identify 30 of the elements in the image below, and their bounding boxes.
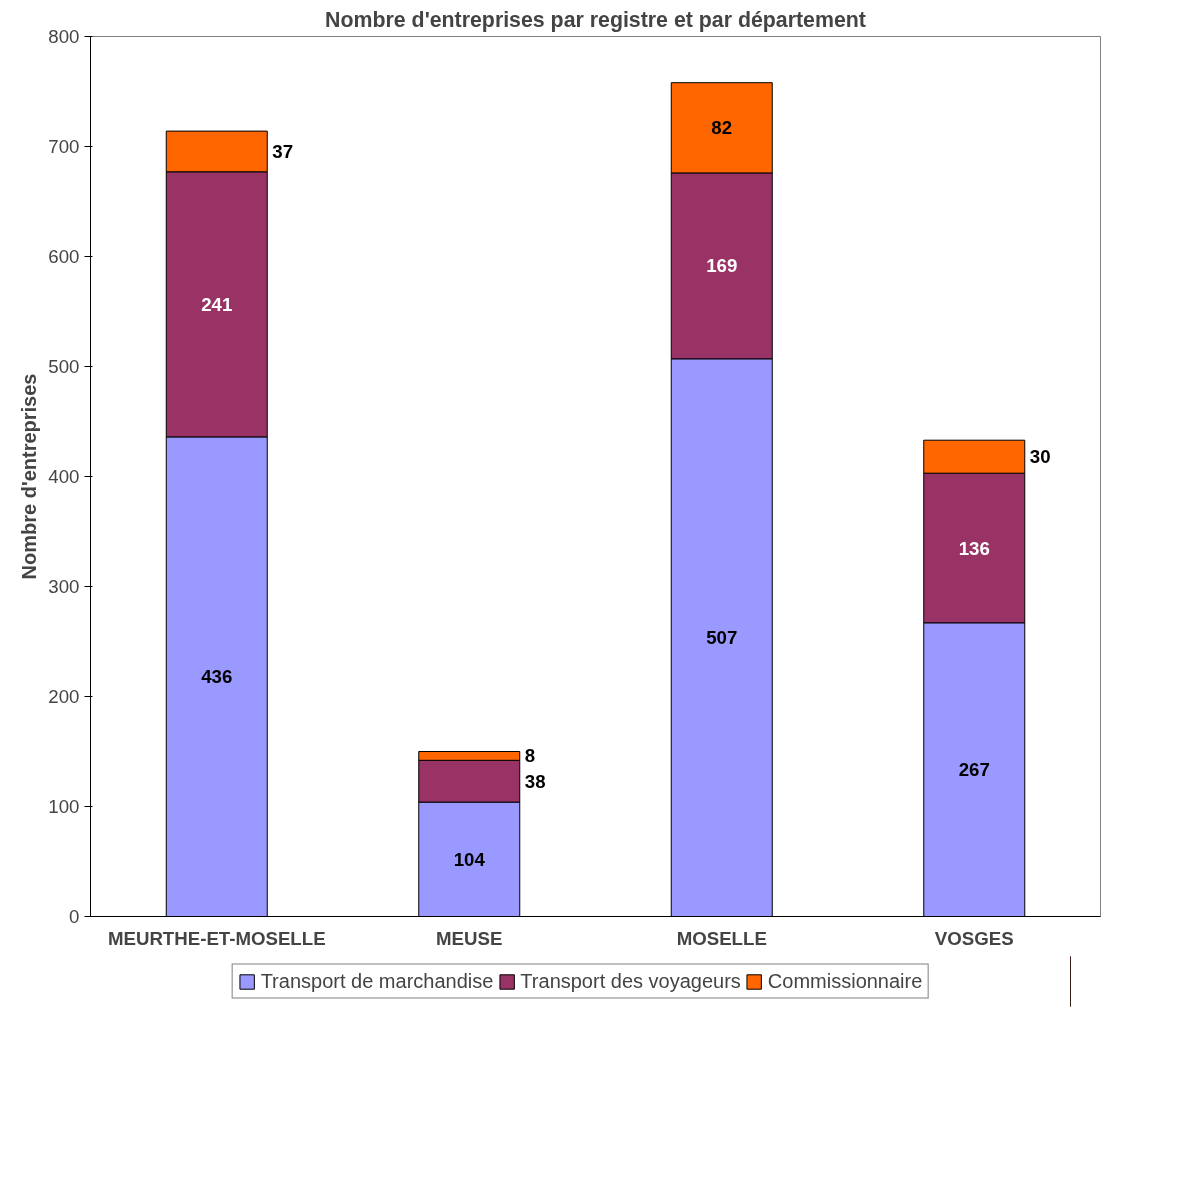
y-axis-title: Nombre d'entreprises [18, 373, 41, 580]
y-tick-label: 400 [48, 466, 80, 487]
legend-label: Transport de marchandise [260, 969, 494, 993]
data-label: 169 [706, 255, 738, 277]
y-tick-label: 0 [69, 906, 80, 927]
y-tick-label: 500 [48, 356, 80, 377]
y-tick-label: 700 [48, 136, 80, 157]
data-label: 436 [201, 666, 233, 688]
y-tick-label: 300 [48, 576, 80, 597]
x-tick-label: MOSELLE [676, 927, 767, 949]
data-label: 104 [453, 848, 486, 870]
data-label: 8 [524, 745, 536, 767]
x-tick-label: VOSGES [934, 927, 1014, 949]
data-label: 37 [272, 140, 294, 162]
data-label: 267 [958, 759, 990, 781]
x-tick-label: MEURTHE-ET-MOSELLE [107, 927, 326, 949]
data-label: 241 [201, 293, 233, 315]
legend-label: Commissionnaire [767, 969, 923, 993]
legend-label: Transport des voyageurs [520, 969, 741, 993]
y-tick-label: 800 [48, 26, 80, 47]
data-label: 82 [711, 117, 733, 139]
data-label: 136 [958, 537, 990, 559]
chart-title: Nombre d'entreprises par registre et par département [325, 7, 866, 32]
x-tick-label: MEUSE [436, 927, 503, 949]
y-tick-label: 200 [48, 686, 80, 707]
data-label: 507 [706, 627, 738, 649]
y-tick-label: 100 [48, 796, 80, 817]
data-label: 38 [524, 770, 546, 792]
y-tick-label: 600 [48, 246, 80, 267]
data-label: 30 [1029, 446, 1051, 468]
